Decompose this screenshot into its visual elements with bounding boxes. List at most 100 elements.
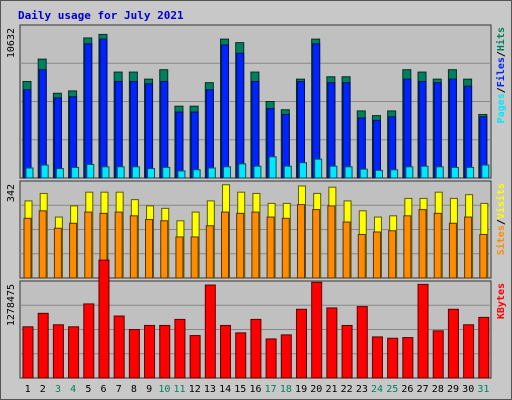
files-bar — [448, 78, 457, 179]
pages-bar — [435, 166, 444, 179]
kbytes-bar — [447, 308, 459, 379]
kbytes-bar — [98, 259, 110, 379]
x-tick-label: 8 — [131, 384, 137, 395]
pages-bar — [101, 166, 110, 179]
sites-bar — [372, 231, 381, 279]
pages-bar — [374, 169, 383, 179]
legend-entry: KBytes — [496, 283, 507, 319]
files-bar — [175, 111, 184, 179]
files-bar — [38, 69, 47, 179]
kbytes-bar — [463, 324, 475, 379]
pages-bar — [207, 167, 216, 179]
legend-entry: Files — [495, 57, 507, 87]
sites-bar — [281, 217, 290, 279]
kbytes-bar — [189, 335, 201, 379]
kbytes-bar — [22, 326, 34, 379]
sites-bar — [236, 212, 245, 279]
sites-bar — [175, 236, 184, 279]
x-tick-label: 23 — [356, 384, 368, 395]
files-bar — [69, 96, 78, 179]
files-bar — [221, 44, 230, 179]
pages-bar — [162, 166, 171, 179]
pages-bar — [147, 168, 156, 179]
kbytes-bar — [341, 324, 353, 379]
x-tick-label: 17 — [265, 384, 277, 395]
files-bar — [403, 78, 412, 179]
kbytes-bar — [204, 284, 216, 379]
kbytes-bar — [68, 326, 80, 379]
pages-bar — [192, 169, 201, 179]
kbytes-bar — [265, 338, 277, 379]
files-bar — [312, 43, 321, 179]
sites-bar — [266, 216, 275, 279]
pages-bar — [314, 158, 323, 179]
x-tick-label: 13 — [204, 384, 216, 395]
x-tick-label: 27 — [417, 384, 429, 395]
sites-bar — [145, 219, 154, 279]
sites-bar — [84, 211, 93, 279]
files-bar — [84, 43, 93, 179]
kbytes-bar — [387, 337, 399, 379]
kbytes-bar — [174, 318, 186, 379]
files-bar — [53, 97, 62, 179]
sites-bar — [464, 216, 473, 279]
kbytes-bar — [52, 324, 64, 379]
sites-bar — [114, 211, 123, 279]
legend-label: KBytes — [496, 283, 507, 319]
x-tick-label: 30 — [462, 384, 474, 395]
pages-bar — [390, 169, 399, 179]
pages-bar — [131, 166, 140, 179]
kbytes-bar — [402, 337, 414, 379]
pages-bar — [283, 165, 292, 179]
kbytes-bar — [113, 315, 125, 379]
kbytes-bar — [356, 306, 368, 379]
x-tick-label: 25 — [386, 384, 398, 395]
sites-bar — [205, 225, 214, 279]
pages-bar — [359, 168, 368, 179]
kbytes-bar — [144, 324, 156, 379]
x-tick-label: 2 — [40, 384, 46, 395]
kbytes-bar — [83, 303, 95, 379]
kbytes-bar — [235, 332, 247, 379]
sites-bar — [251, 211, 260, 279]
kbytes-bar — [295, 308, 307, 379]
pages-bar — [25, 167, 34, 179]
sites-bar — [53, 227, 62, 279]
legend-label: Sites/Visits — [495, 183, 507, 255]
pages-bar — [344, 166, 353, 179]
sites-bar — [23, 217, 32, 279]
legend-entry: Pages — [496, 93, 507, 123]
sites-bar — [388, 230, 397, 279]
pages-bar — [55, 168, 64, 179]
kbytes-bar — [37, 312, 49, 379]
sites-bar — [221, 211, 230, 279]
x-tick-label: 31 — [477, 384, 489, 395]
files-bar — [388, 116, 397, 179]
sites-bar — [190, 236, 199, 279]
files-bar — [190, 111, 199, 179]
kbytes-bar — [371, 336, 383, 379]
sites-bar — [448, 222, 457, 279]
pages-bar — [481, 164, 490, 179]
files-bar — [342, 82, 351, 179]
files-bar — [205, 89, 214, 179]
files-bar — [99, 38, 108, 179]
x-tick-label: 10 — [158, 384, 170, 395]
sites-bar — [433, 212, 442, 279]
sites-bar — [296, 204, 305, 279]
files-bar — [418, 80, 427, 179]
x-tick-label: 1 — [25, 384, 31, 395]
files-bar — [145, 83, 154, 179]
x-tick-label: 11 — [174, 384, 186, 395]
x-tick-label: 4 — [70, 384, 76, 395]
x-tick-label: 6 — [101, 384, 107, 395]
kbytes-bar — [311, 281, 323, 379]
sites-bar — [327, 205, 336, 279]
pages-bar — [40, 164, 49, 179]
kbytes-bar — [280, 334, 292, 379]
pages-bar — [405, 166, 414, 179]
x-tick-label: 19 — [295, 384, 307, 395]
ytick-label: 1278475 — [6, 284, 17, 326]
files-bar — [129, 80, 138, 179]
